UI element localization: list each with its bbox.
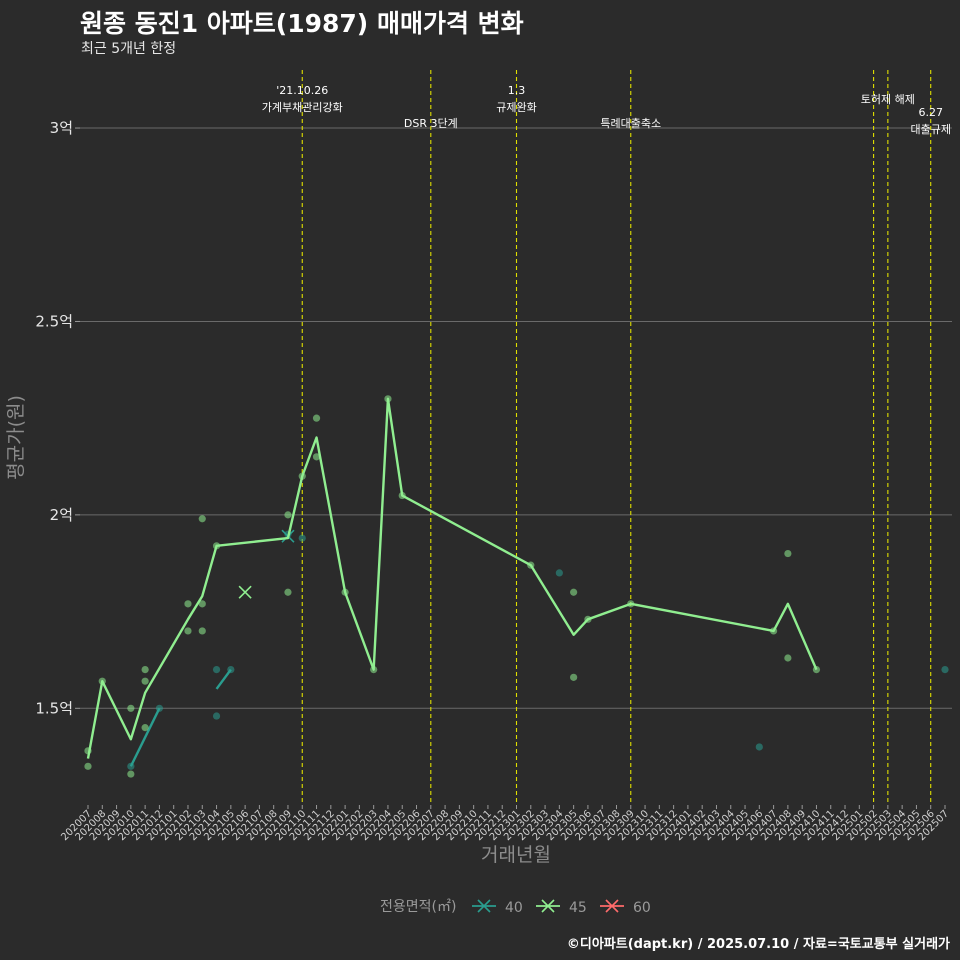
legend-label: 40 [505,900,523,916]
data-point-45 [142,724,149,731]
series-line-40 [131,708,160,766]
event-label: 대출규제 [910,123,950,136]
data-point-40 [213,666,220,673]
event-label: '21.10.26 [276,84,328,97]
x-axis-title: 거래년월 [481,844,551,866]
data-point-45 [142,666,149,673]
data-point-45 [127,705,134,712]
y-axis-title: 평균가(원) [5,395,27,480]
event-label: 토허제 해제 [861,92,915,106]
event-label: 가계부채관리강화 [262,101,343,114]
data-point-45 [199,515,206,522]
event-label: DSR 3단계 [404,117,458,130]
source-caption: ©디아파트(dapt.kr) / 2025.07.10 / 자료=국토교통부 실… [567,933,950,952]
data-point-45 [784,654,791,661]
data-point-45 [184,627,191,634]
data-point-45 [142,678,149,685]
data-point-45 [284,511,291,518]
y-tick-label: 2억 [50,506,73,524]
y-tick-label: 1.5억 [35,699,73,717]
data-point-45 [284,589,291,596]
data-point-45 [784,550,791,557]
series-line-45 [88,399,816,759]
data-point-45 [570,674,577,681]
price-chart: 1.5억 2억 2.5억 3억 '21.10.26 가계부채관리강화 DSR 3단계 1.3 규… [0,0,960,960]
y-tick-label: 2.5억 [35,312,73,330]
legend-label: 60 [633,900,651,916]
y-tick-label: 3억 [50,119,73,137]
event-label: 규제완화 [496,101,536,114]
event-label: 6.27 [918,106,943,119]
event-label: 1.3 [508,84,526,97]
data-point-45 [313,415,320,422]
data-point-40 [556,569,563,576]
data-point-40 [941,666,948,673]
series-line-40 [217,670,231,689]
event-label: 특례대출축소 [600,117,661,130]
data-point-45 [84,763,91,770]
cross-marker-45 [239,586,251,598]
legend-label: 45 [569,900,587,916]
data-point-45 [570,589,577,596]
data-point-45 [184,600,191,607]
data-point-40 [756,743,763,750]
data-point-45 [127,770,134,777]
legend-title: 전용면적(㎡) [380,899,456,915]
data-point-45 [199,627,206,634]
data-point-40 [299,534,306,541]
data-point-40 [213,712,220,719]
